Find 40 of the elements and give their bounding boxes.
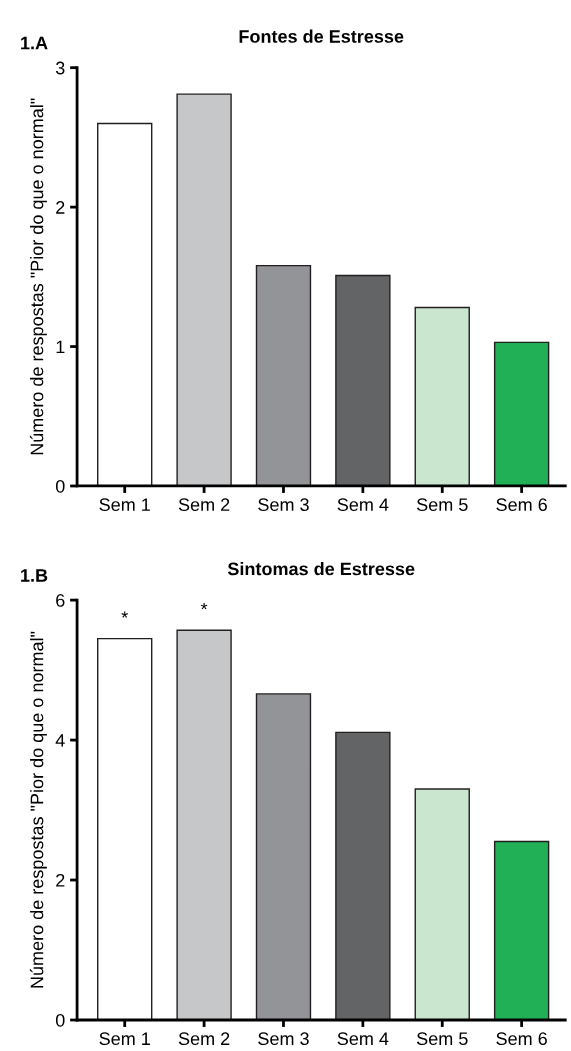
y-tick-label: 0 <box>55 479 65 493</box>
bar <box>414 788 470 1020</box>
x-tick-label: Sem 4 <box>337 1032 389 1046</box>
x-tick-label: Sem 6 <box>496 1032 547 1046</box>
y-tick-label: 3 <box>55 61 65 75</box>
bar <box>176 93 232 486</box>
bar <box>255 693 312 1020</box>
x-tick-label: Sem 2 <box>178 1032 230 1046</box>
bar <box>97 637 153 1020</box>
bar <box>493 840 550 1020</box>
x-tick-label: Sem 2 <box>178 498 230 512</box>
bar <box>335 731 391 1020</box>
y-tick-label: 1 <box>56 340 65 354</box>
bar <box>335 274 391 486</box>
text: 1.A <box>21 36 48 50</box>
y-axis-title: Número de respostas ʺPior do que o normalʺ <box>29 98 47 455</box>
y-tick-label: 2 <box>56 873 65 887</box>
bar <box>97 122 153 486</box>
chart-title: Sintomas de Estresse <box>227 562 415 576</box>
bar <box>176 629 232 1020</box>
y-tick-label: 2 <box>56 201 65 214</box>
x-tick-label: Sem 3 <box>258 498 309 512</box>
bar <box>255 264 312 486</box>
text: 1.B <box>21 569 48 582</box>
y-tick-label: 6 <box>56 594 65 607</box>
x-tick-label: Sem 5 <box>416 498 468 512</box>
y-axis-title: Número de respostas ʺPior do que o normalʺ <box>29 631 47 988</box>
x-tick-label: Sem 3 <box>258 1032 309 1046</box>
x-tick-label: Sem 1 <box>99 498 150 512</box>
annotation: * <box>200 603 208 610</box>
x-tick-label: Sem 5 <box>416 1032 468 1046</box>
x-tick-label: Sem 4 <box>337 498 389 512</box>
y-tick-label: 4 <box>55 734 65 747</box>
y-tick-label: 0 <box>55 1013 65 1027</box>
x-tick-label: Sem 1 <box>99 1032 150 1046</box>
chart-title: Fontes de Estresse <box>239 29 404 43</box>
bar <box>493 341 550 486</box>
annotation: * <box>121 611 128 618</box>
x-tick-label: Sem 6 <box>496 498 547 512</box>
bar <box>414 306 470 486</box>
